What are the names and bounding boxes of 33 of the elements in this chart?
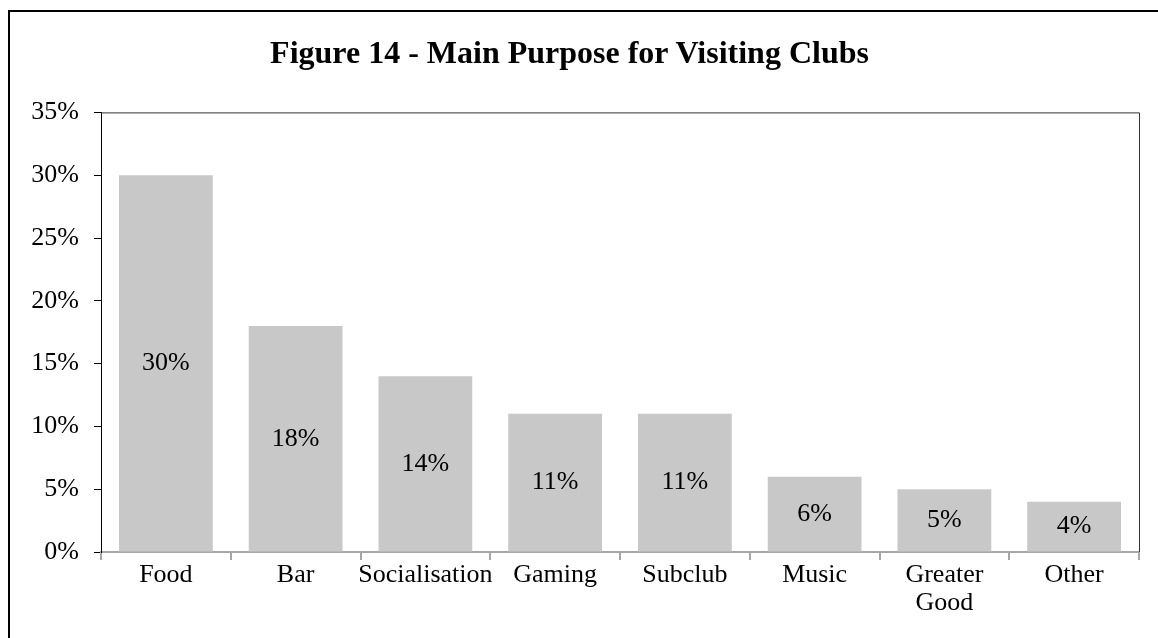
- data-label: 11%: [661, 466, 709, 496]
- bar: [767, 476, 862, 552]
- bar: [1027, 501, 1122, 552]
- y-tick-label: 15%: [31, 347, 79, 377]
- y-tick-label: 35%: [31, 96, 79, 126]
- x-tick-label: Greater Good: [905, 559, 984, 616]
- data-label: 5%: [927, 504, 962, 534]
- bar: [508, 413, 603, 552]
- bar: [248, 325, 343, 552]
- x-tick-label: Gaming: [513, 559, 598, 589]
- x-tick-label: Music: [782, 559, 848, 589]
- x-tick-label: Socialisation: [358, 559, 493, 589]
- bar: [118, 175, 213, 552]
- data-label: 14%: [401, 447, 450, 477]
- y-tick-label: 20%: [31, 284, 79, 314]
- bar: [378, 376, 473, 552]
- x-tick-label: Bar: [276, 559, 315, 589]
- chart-title: Figure 14 - Main Purpose for Visiting Clubs: [270, 34, 869, 71]
- y-tick-label: 5%: [44, 473, 79, 503]
- data-label: 4%: [1056, 510, 1092, 540]
- data-label: 6%: [797, 497, 832, 527]
- bar: [897, 489, 992, 552]
- y-tick-label: 30%: [31, 159, 79, 189]
- y-tick-label: 25%: [31, 221, 79, 251]
- data-label: 30%: [142, 347, 190, 377]
- bar: [637, 413, 732, 552]
- data-label: 18%: [271, 422, 320, 452]
- x-tick-label: Other: [1044, 559, 1105, 589]
- y-tick-label: 0%: [44, 535, 79, 565]
- x-tick-label: Food: [139, 559, 193, 589]
- y-tick-label: 10%: [31, 410, 79, 440]
- data-label: 11%: [531, 466, 579, 496]
- x-tick-label: Subclub: [642, 559, 728, 589]
